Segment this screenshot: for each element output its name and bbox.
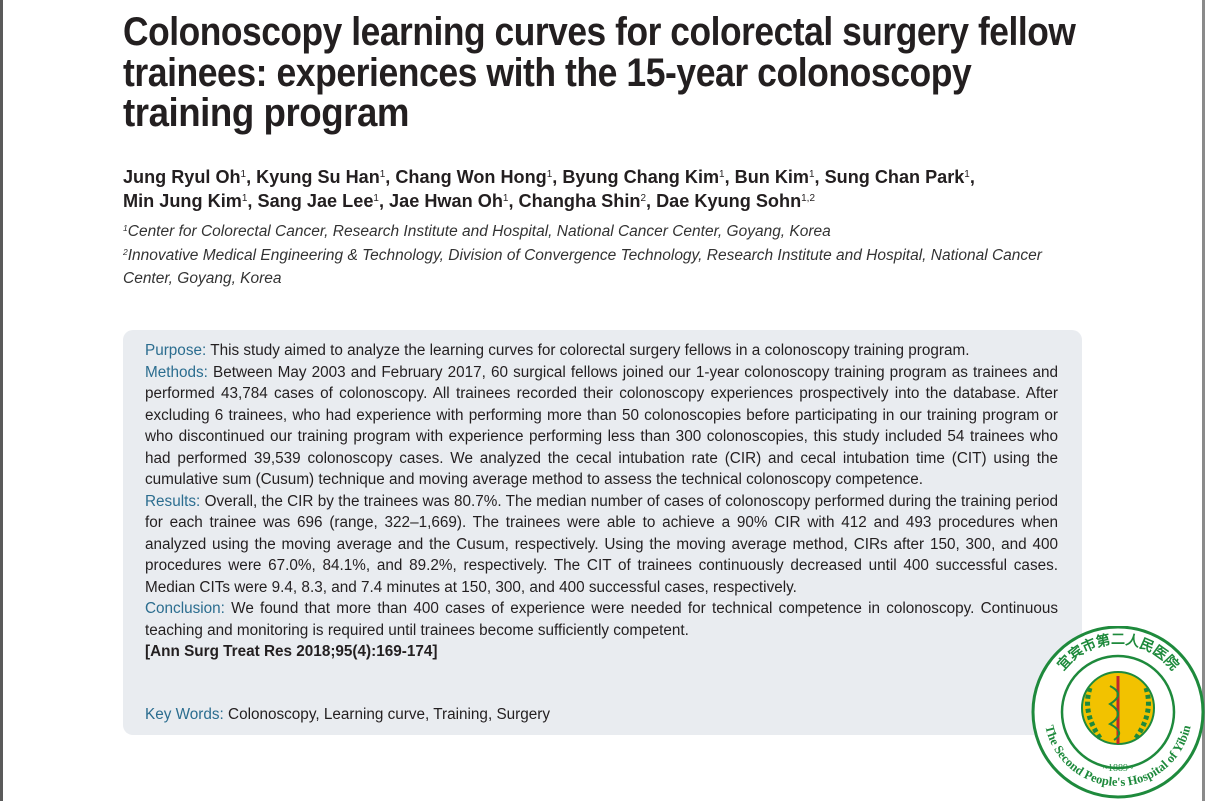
author-name: Bun Kim (734, 167, 810, 187)
author-affil-mark: 1 (546, 169, 553, 181)
affiliation: 2Innovative Medical Engineering & Techno… (123, 244, 1063, 291)
section-text: We found that more than 400 cases of exp… (145, 600, 1058, 639)
author-name: Chang Won Hong (395, 167, 547, 187)
author-separator: , (385, 167, 391, 187)
author-separator: , (246, 167, 252, 187)
author-affil-mark: 1 (502, 193, 509, 205)
author-affil-mark: 1 (241, 193, 248, 205)
author-separator: , (508, 191, 514, 211)
author-affil-mark: 1,2 (801, 193, 815, 205)
author-line: Jung Ryul Oh1, Kyung Su Han1, Chang Won … (123, 165, 975, 189)
author-separator: , (247, 191, 253, 211)
page-edge (1202, 0, 1205, 801)
author-name: Min Jung Kim (123, 191, 242, 211)
author-separator: , (552, 167, 558, 187)
author-name: Jae Hwan Oh (389, 191, 503, 211)
affiliations: 1Center for Colorectal Cancer, Research … (123, 220, 1063, 291)
authors: Jung Ryul Oh1, Kyung Su Han1, Chang Won … (123, 165, 975, 213)
stamp-ring (1060, 654, 1176, 770)
author-separator: , (378, 191, 384, 211)
title-line: trainees: experiences with the 15-year c… (123, 50, 972, 95)
abstract-box: Purpose: This study aimed to analyze the… (123, 330, 1082, 735)
author-name: Jung Ryul Oh (123, 167, 241, 187)
abstract-section: Conclusion: We found that more than 400 … (145, 598, 1058, 641)
author-name: Kyung Su Han (256, 167, 380, 187)
affiliation-mark: 1 (123, 222, 128, 233)
author-affil-mark: 2 (640, 193, 646, 205)
author-name: Sung Chan Park (824, 167, 965, 187)
section-label: Purpose: (145, 342, 207, 359)
section-text: Overall, the CIR by the trainees was 80.… (145, 492, 1058, 596)
section-text: Between May 2003 and February 2017, 60 s… (145, 363, 1059, 489)
author-separator: , (969, 167, 975, 187)
affiliation: 1Center for Colorectal Cancer, Research … (123, 220, 1063, 244)
stamp-year: ~1889~ (1103, 763, 1134, 774)
author-affil-mark: 1 (809, 169, 815, 181)
title: Colonoscopy learning curves for colorect… (123, 12, 1201, 134)
keywords-label: Key Words: (145, 706, 224, 723)
section-label: Conclusion: (145, 600, 225, 617)
affiliation-text: Innovative Medical Engineering & Technol… (123, 246, 1042, 288)
page-edge (0, 0, 3, 801)
affiliation-text: Center for Colorectal Cancer, Research I… (127, 223, 831, 240)
citation: [Ann Surg Treat Res 2018;95(4):169-174] (145, 643, 438, 660)
author-affil-mark: 1 (379, 169, 386, 181)
title-line: Colonoscopy learning curves for colorect… (123, 10, 1076, 54)
author-separator: , (814, 167, 820, 187)
author-separator: , (724, 167, 730, 187)
author-affil-mark: 1 (964, 169, 970, 181)
abstract: Purpose: This study aimed to analyze the… (145, 340, 1058, 663)
keywords-text: Colonoscopy, Learning curve, Training, S… (228, 706, 551, 723)
keywords: Key Words: Colonoscopy, Learning curve, … (145, 706, 550, 724)
title-line: training program (123, 91, 410, 135)
hospital-stamp: 宜宾市第二人民医院 The Second People's Hospital o… (1031, 626, 1205, 799)
section-label: Results: (145, 492, 201, 510)
author-affil-mark: 1 (719, 169, 725, 181)
author-line: Min Jung Kim1, Sang Jae Lee1, Jae Hwan O… (123, 189, 977, 213)
abstract-section: Purpose: This study aimed to analyze the… (145, 340, 1058, 362)
author-name: Byung Chang Kim (562, 167, 720, 187)
affiliation-mark: 2 (123, 246, 128, 257)
section-text: This study aimed to analyze the learning… (210, 342, 970, 359)
stamp-wreath (1085, 687, 1151, 740)
author-affil-mark: 1 (240, 169, 247, 181)
abstract-section: Methods: Between May 2003 and February 2… (145, 362, 1058, 491)
stamp-snake (1107, 685, 1121, 741)
author-affil-mark: 1 (373, 193, 379, 205)
author-separator: , (645, 191, 652, 211)
author-name: Sang Jae Lee (257, 191, 374, 211)
abstract-section: Results: Overall, the CIR by the trainee… (145, 491, 1058, 599)
author-name: Changha Shin (518, 191, 641, 211)
author-name: Dae Kyung Sohn (656, 191, 802, 211)
section-label: Methods: (145, 363, 208, 381)
